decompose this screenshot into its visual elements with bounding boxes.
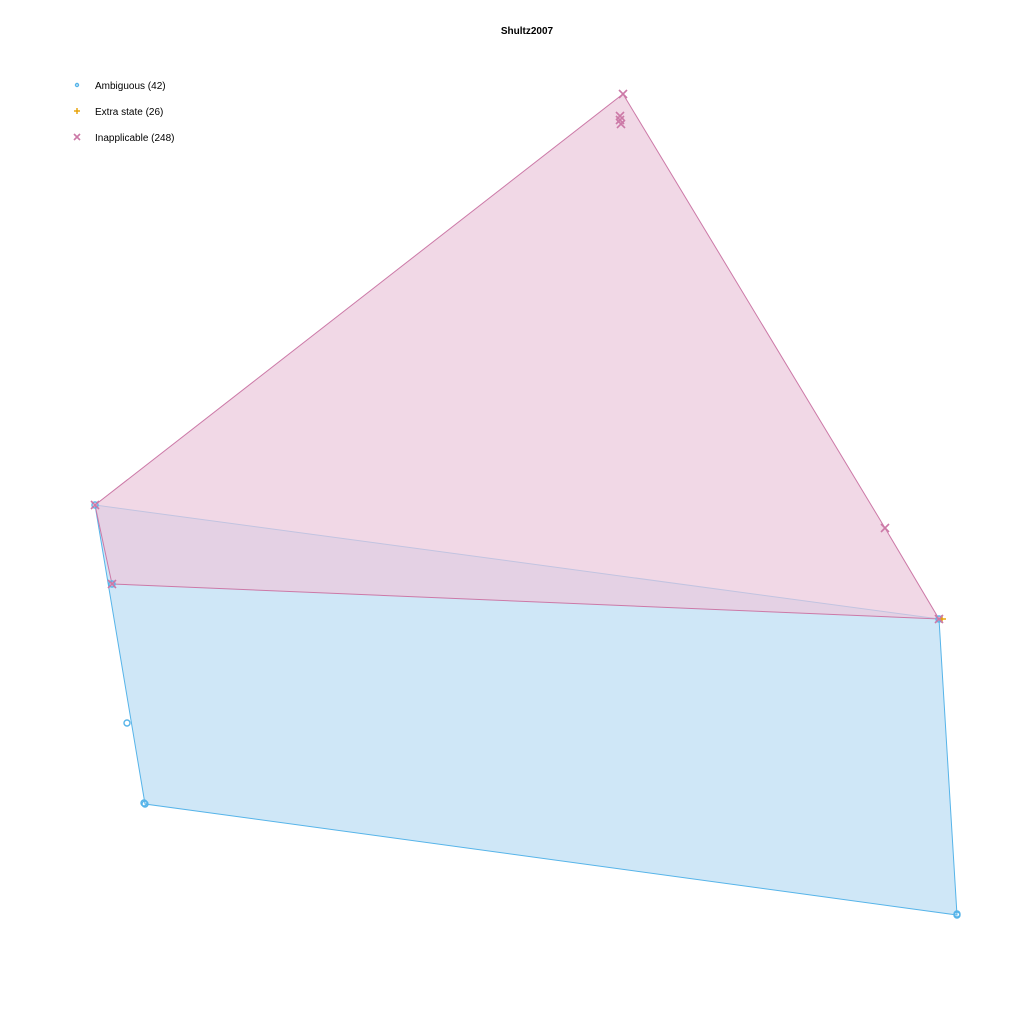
point-ambiguous [91,501,99,509]
point-inapplicable [615,111,625,121]
chart-title: Shultz2007 [501,26,554,37]
legend-label: Inapplicable (248) [95,133,175,144]
legend-marker-1 [74,82,80,88]
point-inapplicable [934,614,944,624]
point-inapplicable [90,500,100,510]
point-ambiguous [108,580,116,588]
legend-marker-2 [74,108,80,114]
point-inapplicable [618,89,628,99]
point-inapplicable [880,523,890,533]
point-ambiguous [953,910,961,918]
point-ambiguous [123,719,131,727]
point-inapplicable [107,579,117,589]
points-layer [90,89,961,919]
legend-label: Extra state (26) [95,107,163,118]
legend: Ambiguous (42) Extra state (26) Inapplicab… [73,81,175,144]
legend-marker-3 [73,133,81,141]
hull-inapplicable [94,93,940,620]
legend-label: Ambiguous (42) [95,81,166,92]
point-ambiguous [140,799,148,807]
point-inapplicable [616,119,626,129]
hull-layer [94,93,958,916]
point-ambiguous [141,800,149,808]
